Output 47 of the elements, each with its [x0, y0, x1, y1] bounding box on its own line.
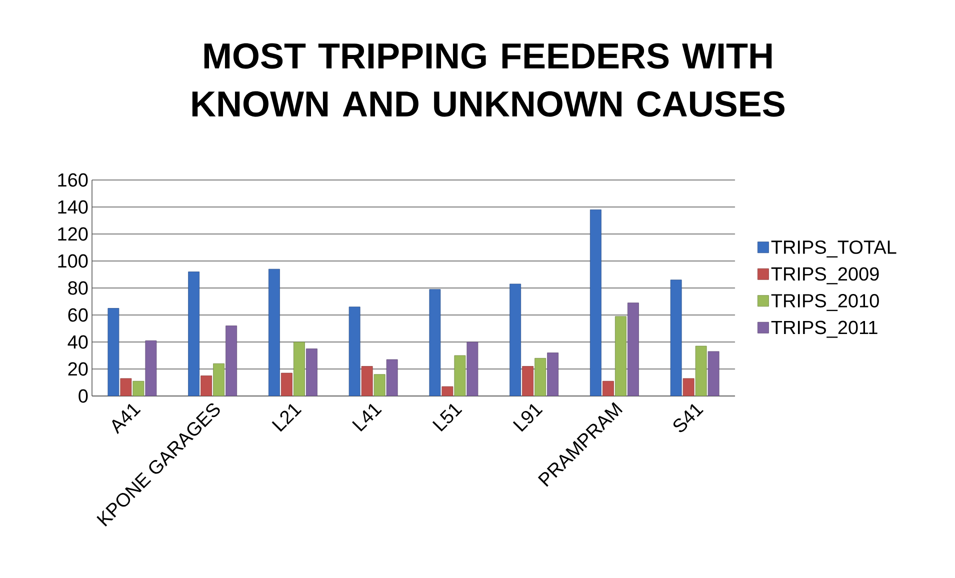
bar — [522, 366, 534, 396]
y-tick-label: 40 — [68, 335, 88, 349]
y-tick-label: 20 — [68, 362, 88, 376]
chart-title: MOST TRIPPING FEEDERS WITH KNOWN AND UNKNOWN CAUSES — [192, 43, 784, 117]
bar — [590, 210, 602, 396]
bar — [682, 378, 694, 396]
y-tick-label: 120 — [58, 227, 88, 241]
bar — [442, 386, 454, 396]
bar — [708, 351, 720, 396]
bar — [614, 316, 626, 396]
bar — [386, 359, 398, 396]
bar — [108, 308, 120, 396]
legend-label: TRIPS_2011 — [771, 320, 878, 338]
bar — [429, 289, 441, 396]
y-tick-label: 80 — [68, 281, 88, 295]
legend-label: TRIPS_2009 — [771, 267, 879, 284]
y-tick-label: 0 — [78, 389, 88, 403]
bar — [670, 280, 682, 396]
bar — [547, 352, 559, 396]
bar — [226, 326, 238, 396]
x-tick-label: L41 — [352, 404, 382, 432]
y-tick-label: 100 — [58, 254, 88, 268]
bar — [466, 342, 478, 396]
bar — [188, 272, 200, 396]
y-tick-label: 160 — [58, 173, 88, 187]
y-tick-label: 140 — [58, 200, 88, 214]
legend-label: TRIPS_2010 — [771, 294, 879, 312]
bar — [200, 376, 212, 396]
bar — [627, 302, 639, 396]
bar — [280, 372, 292, 396]
bar — [293, 342, 305, 396]
x-tick-label: S41 — [673, 404, 704, 432]
y-tick-label: 60 — [68, 308, 88, 322]
bar — [361, 366, 373, 396]
x-tick-label: L51 — [432, 404, 462, 432]
bar — [145, 340, 157, 396]
bar — [534, 358, 546, 396]
bar — [268, 268, 280, 396]
x-tick-label: A41 — [112, 404, 141, 434]
bar — [348, 306, 360, 396]
x-tick-label: L21 — [272, 404, 302, 432]
legend-label: TRIPS_TOTAL — [771, 240, 896, 258]
bar — [120, 378, 132, 396]
bar — [306, 348, 318, 396]
bar — [602, 380, 614, 396]
bar — [213, 363, 225, 396]
bar — [510, 284, 522, 396]
